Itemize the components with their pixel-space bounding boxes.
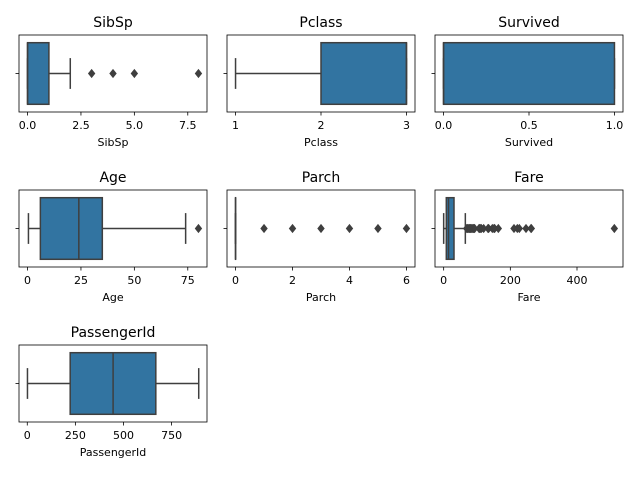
outlier-point [288,223,297,234]
outlier-point [87,68,96,79]
x-tick-label: 0.5 [520,119,538,132]
outlier-point [610,223,619,234]
x-tick-label: 0 [440,274,447,287]
iqr-box [445,196,455,261]
outlier-point [402,223,411,234]
x-tick-label: 750 [161,429,182,442]
outlier-point [515,223,524,234]
outlier-point [527,223,536,234]
outlier-point [522,223,530,234]
subplot-6: 0 250 500 750 PassengerId PassengerId [15,325,208,459]
subplot-5: 0 200 400 Fare Fare [431,170,624,304]
x-tick-label: 25 [74,274,88,287]
outlier-point [494,223,503,234]
x-axis-label: PassengerId [80,446,147,459]
x-tick-label: 1 [232,119,239,132]
x-tick-label: 4 [346,274,353,287]
x-tick-label: 0.0 [435,119,453,132]
x-tick-label: 500 [113,429,134,442]
outlier-point [194,223,203,234]
x-tick-label: 200 [500,274,521,287]
subplot-3: 0 25 50 75 Age Age [15,170,208,304]
subplot-title: Parch [302,170,340,186]
x-tick-label: 0 [24,274,31,287]
x-axis-label: Age [102,291,124,304]
x-tick-label: 50 [127,274,141,287]
x-tick-label: 3 [403,119,410,132]
x-tick-label: 2 [289,274,296,287]
outlier-point [317,223,325,234]
x-axis-label: Fare [517,291,540,304]
iqr-box [320,41,408,106]
x-tick-label: 2.5 [72,119,90,132]
subplot-title: Fare [514,170,543,186]
x-tick-label: 2 [318,119,325,132]
x-axis-label: Pclass [304,136,338,149]
x-tick-label: 6 [403,274,410,287]
iqr-box [26,41,50,106]
subplot-title: Age [99,170,126,186]
subplot-title: SibSp [93,15,133,31]
x-tick-label: 400 [567,274,588,287]
x-axis-label: Survived [505,136,553,149]
x-axis-label: Parch [306,291,336,304]
iqr-box [442,41,616,106]
subplot-2: 0.0 0.5 1.0 Survived Survived [431,15,624,149]
subplot-title: Pclass [299,15,342,31]
x-tick-label: 250 [65,429,86,442]
subplot-title: PassengerId [71,325,156,341]
x-tick-label: 0.0 [19,119,37,132]
outlier-point [374,223,382,234]
outlier-point [109,68,117,79]
outlier-point [194,68,203,79]
x-tick-label: 0 [24,429,31,442]
outlier-point [260,223,268,234]
x-tick-label: 7.5 [179,119,197,132]
subplot-4: 0 2 4 6 Parch Parch [223,170,416,304]
x-axis-label: SibSp [98,136,129,149]
x-tick-label: 75 [181,274,195,287]
outlier-point [345,223,354,234]
outlier-point [130,68,139,79]
x-tick-label: 5.0 [126,119,144,132]
subplot-0: 0.0 2.5 5.0 7.5 SibSp SibSp [15,15,208,149]
x-tick-label: 0 [232,274,239,287]
subplot-1: 1 2 3 Pclass Pclass [223,15,416,149]
x-tick-label: 1.0 [606,119,624,132]
iqr-box [39,196,104,261]
subplot-title: Survived [498,15,559,31]
